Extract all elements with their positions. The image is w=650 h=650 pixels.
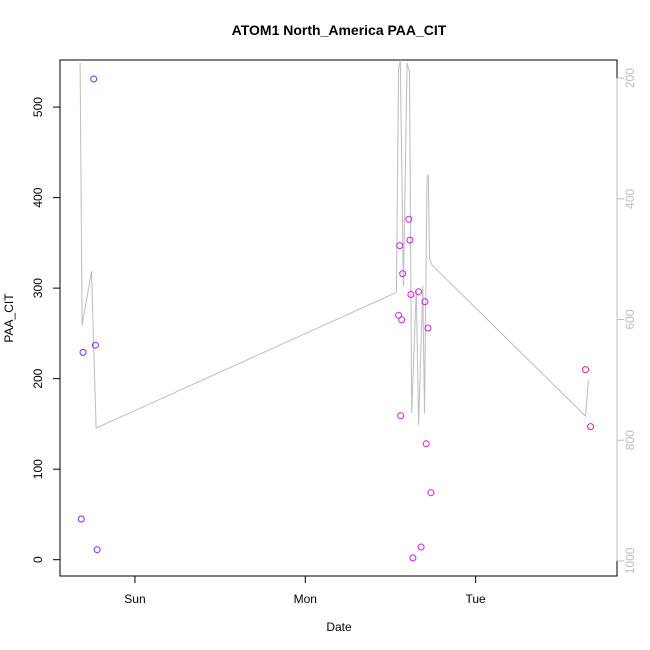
data-point	[424, 324, 432, 332]
data-point	[91, 341, 99, 349]
right-axis: 200 400 600 800 1000	[616, 68, 637, 574]
data-point	[407, 291, 415, 298]
y-tick-label: 0	[31, 556, 45, 563]
points-layer	[77, 75, 595, 562]
x-tick-label: Sun	[124, 592, 145, 606]
y-tick-label: 500	[31, 97, 45, 117]
data-point	[77, 515, 85, 523]
y-axis: 0 100 200 300 400 500	[31, 97, 61, 563]
data-point	[582, 366, 589, 374]
right-tick-label: 400	[623, 188, 637, 208]
data-point	[587, 423, 595, 431]
data-point	[93, 546, 101, 554]
series-line	[79, 59, 589, 429]
data-point	[90, 75, 98, 83]
y-tick-label: 300	[31, 278, 45, 298]
data-point	[422, 440, 430, 448]
data-point	[406, 236, 414, 244]
data-point	[79, 348, 87, 356]
right-tick-label: 200	[623, 68, 637, 88]
plot-frame	[59, 59, 618, 577]
data-point	[399, 270, 407, 278]
data-point	[417, 543, 425, 551]
x-axis: Sun Mon Tue	[124, 575, 487, 606]
data-point	[415, 288, 423, 296]
data-point	[427, 489, 435, 497]
x-tick-label: Tue	[466, 592, 487, 606]
data-point	[396, 242, 404, 250]
y-axis-label: PAA_CIT	[2, 293, 16, 343]
right-tick-label: 800	[623, 430, 637, 450]
right-tick-label: 600	[623, 309, 637, 329]
right-tick-label: 1000	[623, 547, 637, 574]
data-point	[398, 316, 406, 324]
data-point	[409, 554, 417, 562]
data-point	[421, 298, 429, 306]
data-point	[397, 412, 405, 420]
chart-title: ATOM1 North_America PAA_CIT	[232, 22, 447, 38]
y-tick-label: 100	[31, 459, 45, 479]
line-series	[79, 59, 589, 429]
y-tick-label: 200	[31, 368, 45, 388]
data-point	[405, 215, 413, 223]
y-tick-label: 400	[31, 187, 45, 207]
x-axis-label: Date	[326, 620, 352, 634]
x-tick-label: Mon	[294, 592, 317, 606]
